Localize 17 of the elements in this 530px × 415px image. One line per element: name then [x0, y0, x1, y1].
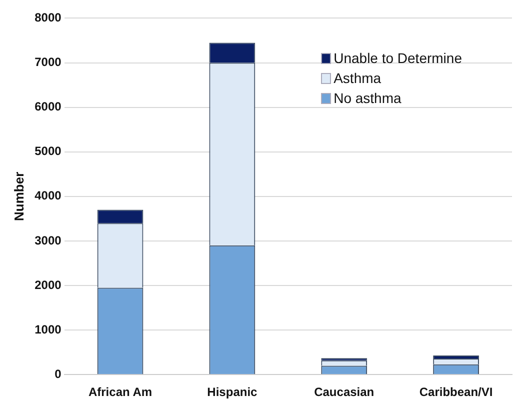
y-tick-label: 3000 — [34, 233, 62, 248]
y-tick-label: 4000 — [34, 188, 62, 203]
y-axis-title: Number — [11, 172, 26, 221]
y-tick-label: 5000 — [34, 144, 62, 158]
y-tick-label: 1000 — [34, 322, 62, 336]
x-tick-label: African Am — [88, 385, 152, 400]
legend-label: No asthma — [334, 89, 402, 108]
x-tick-label: Caribbean/VI — [419, 385, 493, 400]
y-tick-label: 6000 — [34, 100, 62, 114]
y-tick-label: 7000 — [34, 55, 62, 70]
y-tick-label: 2000 — [34, 278, 62, 292]
y-tick-label: 8000 — [34, 10, 62, 25]
x-tick-label: Caucasian — [314, 385, 374, 400]
legend-label: Unable to Determine — [334, 49, 462, 68]
legend-label: Asthma — [334, 69, 382, 88]
y-tick-label: 0 — [54, 366, 62, 381]
x-tick-label: Hispanic — [207, 385, 258, 400]
